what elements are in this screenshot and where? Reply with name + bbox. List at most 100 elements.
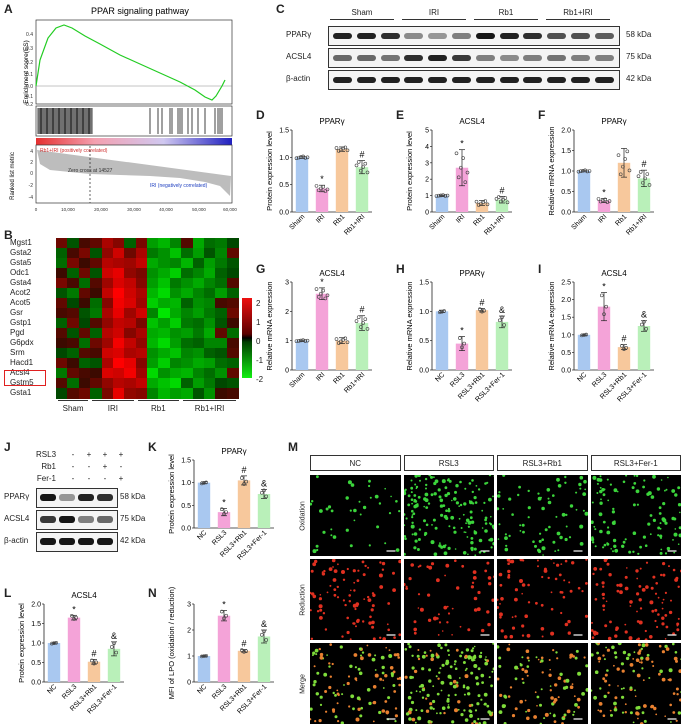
bar (197, 656, 211, 682)
cell-dot (521, 583, 526, 587)
cell-dot (664, 638, 666, 640)
heatmap-cell (56, 348, 68, 359)
cell-dot (499, 693, 503, 697)
data-point (202, 654, 206, 658)
heatmap-cell (147, 378, 159, 389)
heatmap-cell (158, 258, 171, 269)
cell-dot (579, 524, 584, 529)
cell-dot (601, 604, 605, 608)
bar (455, 343, 469, 370)
cell-dot (357, 667, 361, 671)
cell-dot (419, 607, 424, 612)
cell-dot (413, 498, 416, 502)
data-point (644, 327, 649, 331)
cell-dot (465, 518, 469, 523)
cell-dot (316, 475, 319, 479)
cell-dot (599, 498, 602, 501)
cell-dot (315, 692, 319, 696)
heatmap-cell (147, 268, 159, 279)
cell-dot (636, 717, 639, 720)
heatmap-cell (101, 388, 114, 399)
cell-dot (447, 509, 450, 513)
significance-mark: * (222, 498, 226, 508)
cell-dot (574, 703, 578, 707)
microscopy-image (497, 475, 588, 556)
cell-dot (572, 713, 575, 716)
heatmap-cell (169, 238, 182, 249)
cell-dot (601, 654, 605, 657)
cell-dot (598, 512, 602, 517)
cell-dot (396, 653, 400, 657)
cell-dot (332, 578, 337, 582)
cell-dot (620, 695, 624, 699)
cell-dot (339, 645, 343, 649)
heatmap-cell (67, 338, 80, 349)
cell-dot (417, 607, 419, 609)
cell-dot (458, 517, 460, 520)
heatmap-cell (215, 278, 228, 289)
cell-dot (398, 683, 401, 687)
chart-title: ACSL4 (319, 269, 345, 278)
data-point (354, 163, 359, 168)
data-point (262, 629, 266, 634)
cell-dot (607, 636, 611, 640)
category-label: RSL3 (61, 683, 78, 700)
cell-dot (663, 715, 666, 717)
heatmap-cell (90, 318, 102, 329)
cell-dot (430, 654, 434, 658)
cell-dot (665, 647, 669, 651)
cell-dot (331, 708, 336, 712)
data-point (321, 288, 325, 293)
cell-dot (567, 631, 571, 635)
cell-dot (454, 667, 457, 670)
cell-dot (547, 497, 550, 500)
cell-dot (316, 671, 320, 675)
cell-dot (371, 620, 375, 625)
panel-letter-f: F (538, 108, 546, 122)
cell-dot (596, 643, 600, 645)
cell-dot (582, 509, 585, 512)
cell-dot (432, 481, 436, 486)
microscopy-row-label: Merge (299, 673, 307, 694)
cell-dot (389, 666, 394, 670)
cell-dot (478, 654, 482, 659)
cell-dot (677, 543, 679, 545)
cell-dot (488, 475, 491, 477)
cell-dot (363, 598, 366, 600)
cell-dot (346, 616, 349, 620)
cell-dot (474, 501, 477, 504)
cell-dot (472, 664, 477, 668)
cell-dot (379, 636, 382, 639)
cell-dot (341, 693, 344, 696)
heatmap-cell (124, 328, 137, 339)
heatmap-cell (226, 358, 239, 369)
cell-dot (552, 714, 556, 718)
cell-dot (310, 637, 314, 640)
cell-dot (644, 585, 649, 589)
cell-dot (550, 631, 555, 636)
data-point (110, 645, 114, 649)
cell-dot (488, 712, 492, 716)
heatmap-cell (124, 288, 137, 299)
data-point (52, 641, 56, 646)
cell-dot (432, 518, 436, 522)
cell-dot (585, 582, 588, 585)
cell-dot (521, 668, 525, 671)
cell-dot (457, 505, 460, 507)
heatmap-gene-label: Acot5 (10, 298, 31, 307)
heatmap-cell (192, 258, 205, 269)
microscopy-image (590, 475, 681, 556)
cell-dot (651, 665, 654, 667)
cell-dot (328, 567, 333, 571)
wb-band (428, 77, 448, 83)
cell-dot (656, 526, 660, 530)
cell-dot (443, 493, 448, 498)
colorbar-tick: -2 (256, 375, 264, 384)
cell-dot (497, 606, 500, 609)
cell-dot (432, 476, 435, 479)
cell-dot (417, 657, 420, 661)
cell-dot (445, 699, 450, 703)
cell-dot (604, 673, 608, 677)
data-point (114, 650, 118, 655)
cell-dot (352, 603, 357, 608)
